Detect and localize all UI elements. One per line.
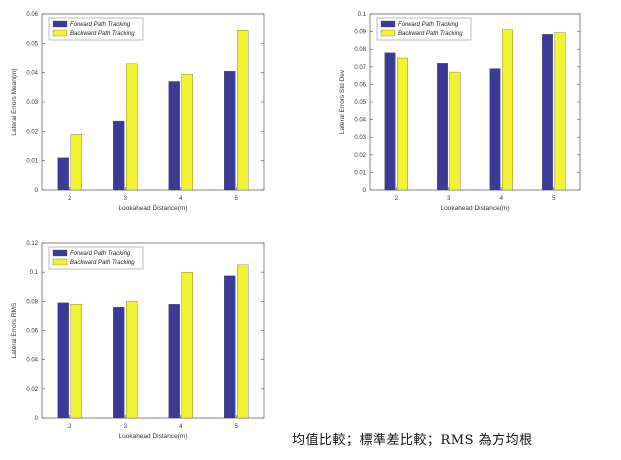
y-tick-label: 0.08 xyxy=(26,299,38,305)
bar-forward xyxy=(57,302,69,419)
y-tick-label: 0.02 xyxy=(26,387,38,393)
y-tick-label: 0.04 xyxy=(26,71,38,77)
y-tick-label: 0.02 xyxy=(26,129,38,135)
bar-backward xyxy=(397,57,408,191)
bar-forward xyxy=(437,63,448,191)
bar-backward xyxy=(70,134,83,191)
bar-forward xyxy=(113,307,125,419)
y-tick-label: 0.1 xyxy=(358,12,367,18)
legend-label-forward: Forward Path Tracking xyxy=(70,22,131,28)
y-axis-label: Lateral Errors Std Dev xyxy=(339,69,346,134)
bar-backward xyxy=(181,73,194,191)
y-tick-label: 0.08 xyxy=(354,47,366,53)
x-tick-label: 2 xyxy=(68,196,72,202)
bar-backward xyxy=(237,29,249,191)
bar-forward xyxy=(168,81,180,191)
y-tick-label: 0 xyxy=(35,188,39,194)
bar-forward xyxy=(542,34,553,191)
bar-backward xyxy=(237,264,249,419)
y-tick-label: 0.07 xyxy=(354,65,366,71)
x-tick-label: 5 xyxy=(552,196,556,202)
bar-forward xyxy=(489,68,501,191)
x-tick-label: 3 xyxy=(124,196,128,202)
y-tick-label: 0 xyxy=(35,416,39,422)
y-tick-label: 0.04 xyxy=(26,358,38,364)
legend-box xyxy=(48,17,144,41)
y-tick-label: 0.01 xyxy=(354,170,366,176)
x-tick-label: 4 xyxy=(500,196,504,202)
x-axis-label: Lookahead Distance(m) xyxy=(118,205,187,212)
y-tick-label: 0.02 xyxy=(354,153,366,159)
legend-label-forward: Forward Path Tracking xyxy=(70,251,131,257)
legend-swatch-forward xyxy=(52,249,68,257)
x-tick-label: 2 xyxy=(68,424,72,430)
y-tick-label: 0.12 xyxy=(26,241,38,247)
y-axis-label: Lateral Errors Mean(m) xyxy=(11,68,18,135)
y-tick-label: 0 xyxy=(363,188,367,194)
figure-caption: 均值比較；標準差比較；RMS 為方均根 xyxy=(292,433,533,448)
y-axis-label: Lateral Errors RMS xyxy=(11,302,18,358)
bar-backward xyxy=(70,304,83,419)
legend-swatch-backward xyxy=(52,29,68,37)
legend-swatch-forward xyxy=(52,20,68,28)
bar-backward xyxy=(449,71,461,191)
x-axis-label: Lookahead Distance(m) xyxy=(440,205,509,212)
y-tick-label: 0.04 xyxy=(354,118,366,124)
legend-swatch-backward xyxy=(380,29,396,37)
x-axis-label: Lookahead Distance(m) xyxy=(118,433,187,440)
legend-swatch-forward xyxy=(380,20,396,28)
bar-forward xyxy=(384,52,396,191)
bar-backward xyxy=(126,63,138,191)
legend-box xyxy=(48,246,144,270)
legend-box xyxy=(376,17,472,41)
x-tick-label: 5 xyxy=(235,196,239,202)
bar-backward xyxy=(181,272,194,419)
legend-label-backward: Backward Path Tracking xyxy=(70,260,135,266)
y-tick-label: 0.05 xyxy=(26,41,38,47)
bar-forward xyxy=(223,71,236,191)
bar-forward xyxy=(57,157,69,191)
bar-backward xyxy=(554,32,566,191)
bar-forward xyxy=(223,275,236,419)
x-tick-label: 3 xyxy=(124,424,128,430)
y-tick-label: 0.03 xyxy=(26,100,38,106)
y-tick-label: 0.05 xyxy=(354,100,366,106)
x-tick-label: 4 xyxy=(179,196,183,202)
y-tick-label: 0.09 xyxy=(354,30,366,36)
x-tick-label: 4 xyxy=(179,424,183,430)
y-tick-label: 0.01 xyxy=(26,159,38,165)
bar-backward xyxy=(126,301,138,419)
y-tick-label: 0.1 xyxy=(30,270,39,276)
bar-forward xyxy=(113,120,125,191)
legend-label-backward: Backward Path Tracking xyxy=(398,31,463,37)
x-tick-label: 3 xyxy=(447,196,451,202)
x-tick-label: 5 xyxy=(235,424,239,430)
y-tick-label: 0.06 xyxy=(26,329,38,335)
bar-backward xyxy=(502,29,513,191)
legend-swatch-backward xyxy=(52,258,68,266)
bar-forward xyxy=(168,304,180,419)
y-tick-label: 0.06 xyxy=(354,82,366,88)
y-tick-label: 0.03 xyxy=(354,135,366,141)
y-tick-label: 0.06 xyxy=(26,12,38,18)
legend-label-backward: Backward Path Tracking xyxy=(70,31,135,37)
x-tick-label: 2 xyxy=(395,196,399,202)
legend-label-forward: Forward Path Tracking xyxy=(398,22,459,28)
